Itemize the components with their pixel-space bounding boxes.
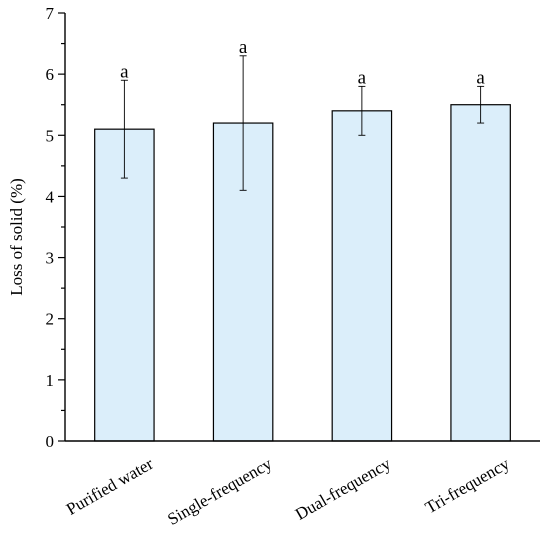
y-axis-title: Loss of solid (%) bbox=[7, 178, 26, 296]
error-bars bbox=[120, 55, 485, 191]
y-axis-ticks: 0 1 2 3 4 5 6 7 bbox=[46, 4, 65, 451]
y-tick-label: 4 bbox=[46, 187, 55, 206]
y-tick-label: 1 bbox=[46, 371, 55, 390]
bars bbox=[94, 104, 511, 442]
y-tick-label: 5 bbox=[46, 126, 55, 145]
x-category-label: Tri-frequency bbox=[422, 454, 513, 518]
significance-letter: a bbox=[358, 67, 367, 88]
y-tick-label: 6 bbox=[46, 65, 55, 84]
bar bbox=[331, 110, 393, 442]
x-category-label: Dual-frequency bbox=[292, 454, 394, 524]
significance-letter: a bbox=[120, 61, 129, 82]
significance-labels: a a a a bbox=[120, 37, 485, 89]
y-tick-label: 7 bbox=[46, 4, 55, 23]
y-tick-label: 0 bbox=[46, 432, 55, 451]
y-tick-label: 3 bbox=[46, 249, 55, 268]
x-category-label: Purified water bbox=[63, 454, 157, 519]
x-category-label: Single-frequency bbox=[164, 454, 275, 529]
x-axis-category-labels: Purified water Single-frequency Dual-frequ… bbox=[63, 454, 513, 529]
y-tick-label: 2 bbox=[46, 310, 55, 329]
significance-letter: a bbox=[239, 37, 248, 58]
bar bbox=[450, 104, 511, 442]
bar bbox=[94, 128, 155, 442]
significance-letter: a bbox=[476, 67, 485, 88]
